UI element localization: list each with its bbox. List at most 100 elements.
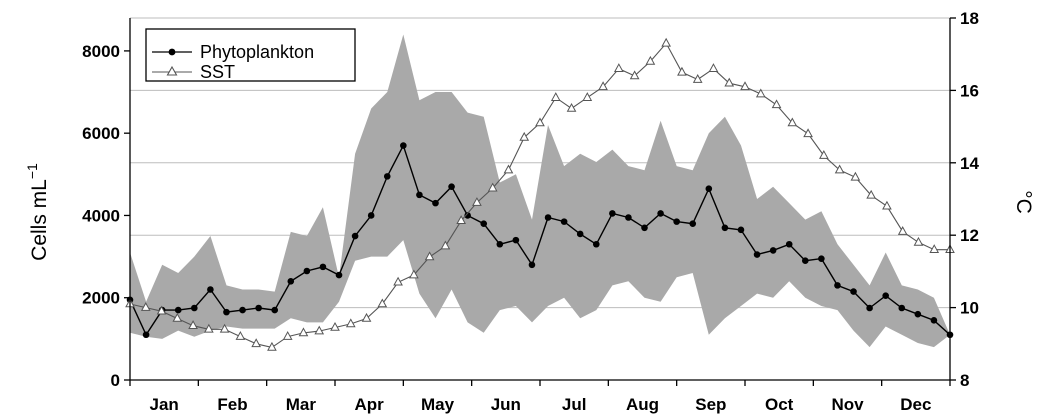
sst-point xyxy=(282,331,293,340)
legend: Phytoplankton SST xyxy=(145,28,356,82)
phytoplankton-point xyxy=(705,185,713,193)
phytoplankton-point xyxy=(641,224,648,232)
sst-point xyxy=(503,164,514,174)
phytoplankton-point xyxy=(367,212,375,219)
sst-point xyxy=(771,99,782,109)
phytoplankton-point xyxy=(207,286,214,293)
x-tick-label: Feb xyxy=(217,395,247,414)
phytoplankton-point xyxy=(528,261,536,269)
phytoplankton-point xyxy=(866,304,873,312)
phytoplankton-point xyxy=(480,220,488,227)
sst-point xyxy=(251,338,261,348)
phytoplankton-point xyxy=(592,240,600,248)
phytoplankton-point xyxy=(769,247,777,254)
x-tick-label: May xyxy=(421,395,455,414)
sst-point xyxy=(409,269,419,279)
tick-labels: 0 2000 4000 6000 8000 8 10 12 14 16 18 Jan Feb Mar Apr… xyxy=(82,9,979,414)
sst-point xyxy=(692,73,703,83)
sst-point xyxy=(393,276,403,286)
sst-point xyxy=(172,312,183,322)
sst-point xyxy=(582,92,593,101)
y2-tick-label: 14 xyxy=(960,154,979,173)
sst-point xyxy=(929,244,940,253)
sst-point xyxy=(330,321,340,331)
phytoplankton-point xyxy=(882,292,889,299)
phytoplankton-point xyxy=(496,240,504,248)
phytoplankton-point xyxy=(560,218,568,225)
range-band xyxy=(130,34,950,348)
phytoplankton-point xyxy=(303,267,311,275)
range-band-area xyxy=(130,34,950,348)
sst-point xyxy=(661,37,671,47)
sst-point xyxy=(755,88,766,98)
sst-point xyxy=(314,325,325,335)
sst-point xyxy=(472,197,482,206)
sst-point xyxy=(803,128,813,138)
sst-point xyxy=(614,63,624,72)
y-axis-title-superscript: −1 xyxy=(24,163,40,179)
sst-point xyxy=(882,200,892,210)
phytoplankton-point xyxy=(818,255,825,262)
sst-point xyxy=(535,117,545,127)
phytoplankton-point xyxy=(576,230,584,238)
y-tick-label: 6000 xyxy=(82,124,120,143)
phytoplankton-point xyxy=(351,232,359,240)
phytoplankton-point xyxy=(801,257,809,265)
legend-sst-marker xyxy=(166,65,178,76)
phytoplankton-point xyxy=(319,263,327,271)
y2-tick-label: 8 xyxy=(960,371,969,390)
phytoplankton-point xyxy=(737,226,745,234)
legend-phyto-label: Phytoplankton xyxy=(200,42,314,62)
phytoplankton-point xyxy=(753,251,761,258)
sst-point xyxy=(456,215,466,225)
sst-point xyxy=(897,226,908,235)
sst-point xyxy=(566,102,577,112)
x-tick-label: Aug xyxy=(626,395,659,414)
phytoplankton-point xyxy=(432,199,439,207)
phytoplankton-point xyxy=(609,210,616,217)
x-tick-label: Mar xyxy=(286,395,317,414)
phytoplankton-point xyxy=(850,288,857,295)
sst-point xyxy=(787,117,798,127)
sst-point xyxy=(550,92,561,101)
y-axis-title: Cells mL−1 xyxy=(24,163,51,261)
y-tick-label: 4000 xyxy=(82,206,120,225)
axes xyxy=(124,17,956,386)
phytoplankton-point xyxy=(255,304,262,312)
sst-point xyxy=(677,66,687,76)
x-tick-label: Jan xyxy=(150,395,179,414)
sst-point xyxy=(140,302,151,311)
phytoplankton-point xyxy=(142,331,150,339)
sst-point xyxy=(188,320,198,329)
sst-point xyxy=(740,81,750,91)
phytoplankton-point xyxy=(721,224,729,232)
sst-point xyxy=(424,251,435,261)
phytoplankton-point xyxy=(930,317,938,324)
y2-tick-label: 16 xyxy=(960,81,979,100)
phytoplankton-line xyxy=(129,143,951,337)
phytoplankton-point xyxy=(512,236,520,244)
sst-point xyxy=(204,323,214,333)
sst-point xyxy=(708,63,719,72)
sst-point xyxy=(361,312,372,322)
phytoplankton-point xyxy=(239,306,246,314)
y-axis-title-text: Cells mL xyxy=(28,179,51,261)
sst-point xyxy=(298,327,309,337)
phytoplankton-point xyxy=(271,306,279,314)
sst-point xyxy=(377,298,388,308)
phytoplankton-point xyxy=(689,220,697,227)
sst-point xyxy=(156,305,167,315)
legend-phyto-marker xyxy=(168,48,176,56)
sst-point xyxy=(235,331,246,340)
phytoplankton-point xyxy=(625,214,632,221)
sst-point xyxy=(598,81,608,91)
y2-tick-label: 18 xyxy=(960,9,979,28)
x-tick-label: Nov xyxy=(831,395,864,414)
sst-point xyxy=(219,323,230,333)
sst-point xyxy=(629,70,640,80)
phytoplankton-point xyxy=(657,210,664,217)
x-tick-label: Sep xyxy=(695,395,726,414)
phytoplankton-point xyxy=(448,183,455,190)
sst-point xyxy=(834,164,845,174)
